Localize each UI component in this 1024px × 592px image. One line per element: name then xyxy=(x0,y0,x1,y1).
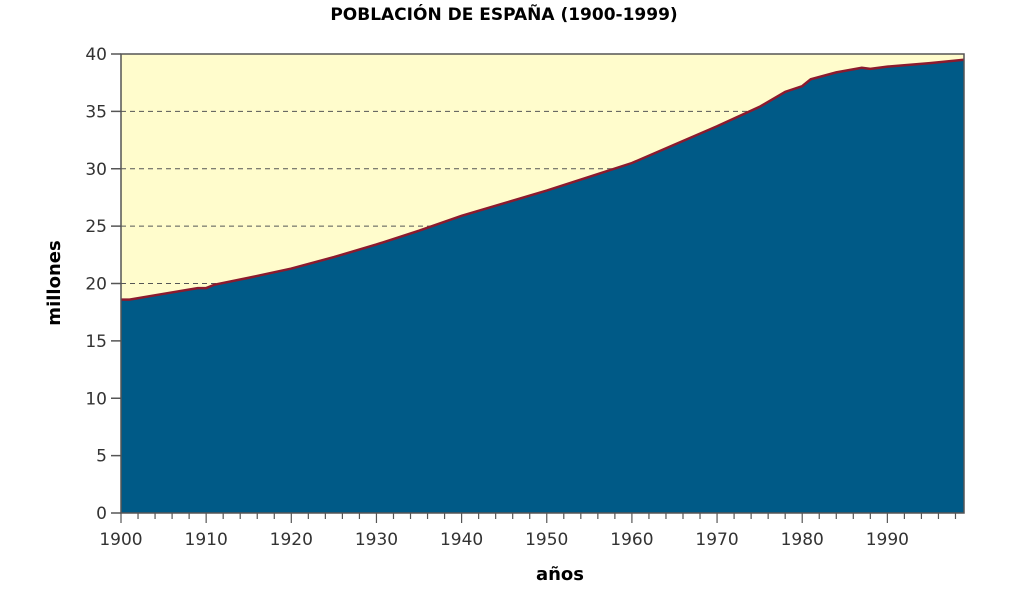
y-tick-label: 0 xyxy=(96,504,107,524)
x-tick-label: 1940 xyxy=(440,530,483,550)
x-tick-label: 1990 xyxy=(866,530,909,550)
x-tick-label: 1920 xyxy=(270,530,313,550)
y-tick-label: 15 xyxy=(85,332,107,352)
x-tick-label: 1960 xyxy=(610,530,653,550)
y-tick-label: 25 xyxy=(85,217,107,237)
x-tick-label: 1930 xyxy=(355,530,398,550)
y-tick-label: 10 xyxy=(85,389,107,409)
y-tick-label: 20 xyxy=(85,275,107,295)
y-tick-label: 5 xyxy=(96,447,107,467)
x-tick-label: 1970 xyxy=(695,530,738,550)
x-tick-label: 1980 xyxy=(781,530,824,550)
y-tick-label: 35 xyxy=(85,102,107,122)
y-tick-label: 40 xyxy=(85,45,107,65)
chart-title: POBLACIÓN DE ESPAÑA (1900-1999) xyxy=(330,2,677,25)
x-tick-label: 1910 xyxy=(185,530,228,550)
y-axis-label: millones xyxy=(44,240,65,325)
x-axis-label: años xyxy=(536,564,584,585)
population-line xyxy=(121,58,965,301)
x-tick-label: 1900 xyxy=(99,530,142,550)
y-tick-label: 30 xyxy=(85,160,107,180)
x-tick-label: 1950 xyxy=(525,530,568,550)
population-area xyxy=(121,59,964,514)
